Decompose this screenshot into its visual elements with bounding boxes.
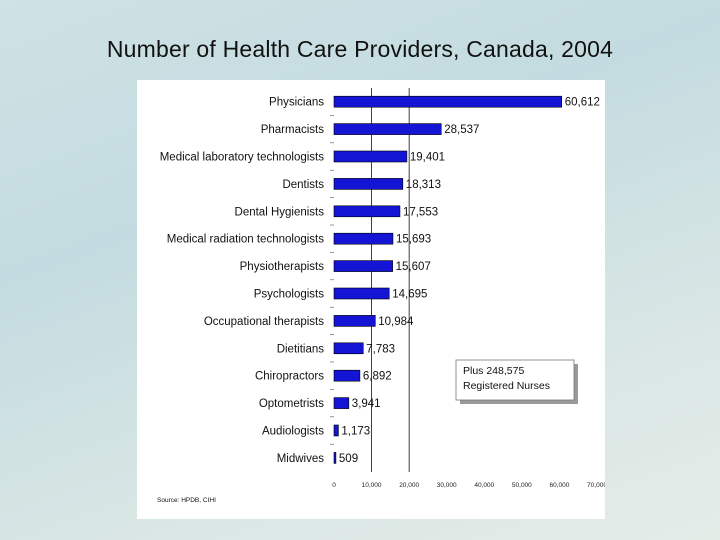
bar (333, 178, 404, 190)
bar (333, 123, 442, 135)
category-label: Physiotherapists (240, 261, 325, 273)
bar (333, 260, 393, 272)
value-label: 60,612 (565, 97, 600, 109)
category-label: Midwives (277, 453, 325, 465)
value-label: 10,984 (378, 316, 414, 328)
note-box-frame (455, 359, 575, 401)
x-tick-label: 20,000 (399, 482, 419, 489)
bar (333, 150, 408, 163)
chart-panel: Physicians Pharmacists Medical laboratory … (137, 80, 605, 519)
x-tick-label: 70,000 (587, 482, 605, 489)
note-line-1: Plus 248,575 (463, 365, 524, 377)
x-axis: 0 10,000 20,000 30,000 40,000 50,000 60,000 70,… (330, 115, 605, 489)
slide-title: Number of Health Care Providers, Canada,… (106, 36, 614, 62)
x-tick-label: 10,000 (362, 482, 382, 489)
value-label: 18,313 (406, 179, 441, 191)
x-tick-label: 40,000 (474, 482, 494, 489)
source-note: Source: HPDB, CIHI (157, 497, 216, 504)
bar (333, 232, 394, 245)
value-label: 3,941 (352, 398, 381, 410)
note-box: Plus 248,575 Registered Nurses (455, 359, 578, 404)
category-label: Physicians (269, 97, 324, 109)
category-label: Dietitians (277, 343, 325, 355)
bars (333, 95, 563, 464)
bar (333, 95, 563, 108)
bar (333, 369, 361, 382)
value-label: 19,401 (410, 152, 445, 164)
value-label: 15,693 (396, 234, 431, 246)
x-tick-label: 50,000 (512, 482, 532, 489)
bar (333, 424, 339, 437)
value-labels: 60,612 28,537 19,401 18,313 17,553 15,693 15,6… (339, 97, 600, 465)
value-label: 14,695 (392, 289, 427, 301)
category-label: Dentists (282, 179, 324, 191)
bar (333, 397, 350, 409)
category-label: Psychologists (254, 289, 325, 301)
category-label: Occupational therapists (204, 316, 324, 328)
category-label: Optometrists (259, 398, 324, 410)
gridlines (371, 88, 410, 472)
x-tick-label: 0 (332, 482, 336, 489)
category-label: Pharmacists (261, 124, 325, 136)
category-label: Dental Hygienists (235, 206, 325, 218)
value-label: 509 (339, 453, 358, 465)
note-line-2: Registered Nurses (463, 380, 550, 392)
bar (333, 342, 364, 355)
bar-chart: Physicians Pharmacists Medical laboratory … (157, 88, 605, 504)
category-label: Chiropractors (255, 371, 324, 383)
value-label: 6,892 (363, 371, 392, 383)
value-label: 1,173 (341, 426, 370, 438)
category-label: Medical laboratory technologists (160, 152, 325, 164)
value-label: 7,783 (366, 343, 395, 355)
x-tick-label: 30,000 (437, 482, 457, 489)
category-labels: Physicians Pharmacists Medical laboratory … (160, 97, 325, 465)
value-label: 28,537 (444, 124, 479, 136)
x-tick-label: 60,000 (549, 482, 569, 489)
value-label: 17,553 (403, 206, 438, 218)
category-label: Medical radiation technologists (167, 234, 325, 246)
bar (333, 205, 401, 218)
bar (333, 452, 337, 464)
value-label: 15,607 (396, 261, 431, 273)
bar (333, 287, 390, 300)
bar (333, 315, 376, 327)
category-label: Audiologists (262, 426, 324, 438)
